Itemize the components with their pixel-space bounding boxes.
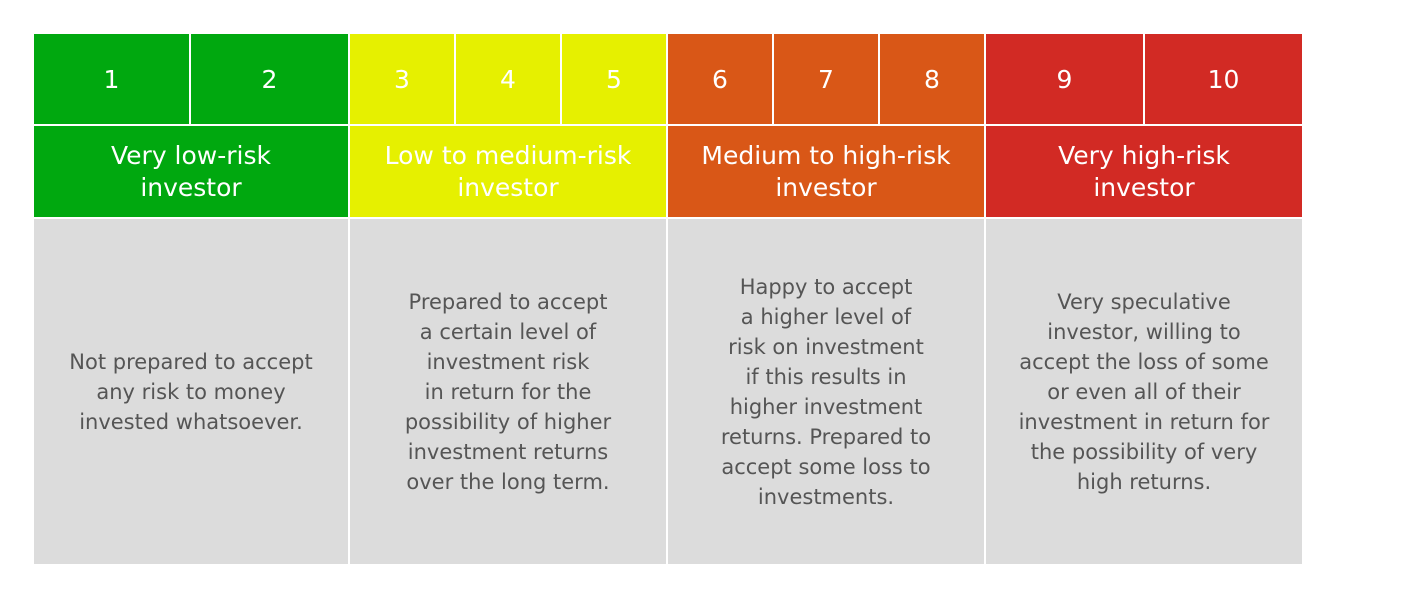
label-very-low-risk: Very low-risk investor xyxy=(32,124,350,219)
risk-level-4: 4 xyxy=(454,32,562,126)
risk-level-3: 3 xyxy=(348,32,456,126)
description-medium-high-risk: Happy to accept a higher level of risk o… xyxy=(666,217,986,566)
risk-level-6: 6 xyxy=(666,32,774,126)
label-very-high-risk: Very high-risk investor xyxy=(984,124,1304,219)
label-medium-high-risk: Medium to high-risk investor xyxy=(666,124,986,219)
label-low-medium-risk: Low to medium-risk investor xyxy=(348,124,668,219)
risk-number-row: 1 2 3 4 5 6 7 8 9 10 xyxy=(32,32,1304,126)
risk-level-8: 8 xyxy=(878,32,986,126)
description-very-low-risk: Not prepared to accept any risk to money… xyxy=(32,217,350,566)
risk-level-7: 7 xyxy=(772,32,880,126)
risk-level-1: 1 xyxy=(32,32,191,126)
risk-description-row: Not prepared to accept any risk to money… xyxy=(32,217,1304,566)
risk-level-2: 2 xyxy=(189,32,350,126)
risk-label-row: Very low-risk investor Low to medium-ris… xyxy=(32,124,1304,219)
description-low-medium-risk: Prepared to accept a certain level of in… xyxy=(348,217,668,566)
risk-level-10: 10 xyxy=(1143,32,1304,126)
description-very-high-risk: Very speculative investor, willing to ac… xyxy=(984,217,1304,566)
risk-level-5: 5 xyxy=(560,32,668,126)
risk-profile-table: 1 2 3 4 5 6 7 8 9 10 Very low-risk inves… xyxy=(32,32,1304,566)
risk-level-9: 9 xyxy=(984,32,1145,126)
